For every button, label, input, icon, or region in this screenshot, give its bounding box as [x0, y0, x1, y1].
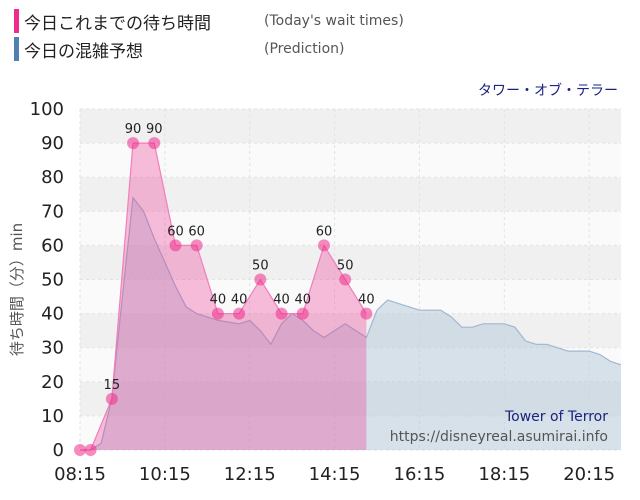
plot-band [80, 109, 621, 144]
today-point [339, 273, 352, 286]
legend-row-prediction: 今日の混雑予想 (Prediction) [14, 36, 344, 62]
prediction-area [80, 197, 621, 450]
legend-row-today: 今日これまでの待ち時間 (Today's wait times) [14, 8, 404, 34]
legend-label-today-en: (Today's wait times) [264, 13, 404, 29]
today-point [169, 239, 182, 252]
legend-label-today: 今日これまでの待ち時間 [24, 13, 211, 34]
watermark-url: https://disneyreal.asumirai.info [390, 429, 608, 445]
today-point [317, 239, 330, 252]
today-point [360, 307, 373, 320]
y-tick-label: 80 [41, 167, 64, 188]
today-point [127, 137, 140, 150]
y-tick-label: 0 [53, 440, 64, 461]
y-tick-label: 70 [41, 201, 64, 222]
today-point [74, 444, 86, 456]
data-label: 40 [358, 293, 375, 308]
y-tick-label: 100 [30, 99, 64, 120]
watermark-attraction: Tower of Terror [504, 409, 608, 425]
x-tick-label: 18:15 [478, 464, 530, 485]
data-label: 60 [316, 224, 333, 239]
today-point [148, 137, 161, 150]
y-tick-label: 90 [41, 133, 64, 154]
x-tick-label: 12:15 [224, 464, 276, 485]
y-tick-label: 50 [41, 270, 64, 291]
y-tick-label: 40 [41, 304, 64, 325]
y-tick-label: 60 [41, 235, 64, 256]
x-tick-label: 20:15 [563, 464, 615, 485]
today-point [211, 307, 224, 320]
legend-swatch-today [14, 9, 19, 33]
x-tick-label: 16:15 [394, 464, 446, 485]
data-label: 50 [337, 259, 354, 274]
data-label: 15 [104, 378, 121, 393]
today-point [296, 307, 309, 320]
today-area [80, 143, 367, 450]
legend-label-prediction: 今日の混雑予想 [24, 41, 143, 62]
data-label: 40 [231, 293, 248, 308]
y-tick-label: 20 [41, 372, 64, 393]
x-tick-label: 14:15 [309, 464, 361, 485]
y-tick-label: 30 [41, 338, 64, 359]
today-point [105, 392, 118, 405]
today-point [233, 307, 246, 320]
data-label: 90 [146, 122, 163, 137]
plot-band [80, 177, 621, 212]
x-tick-label: 10:15 [139, 464, 191, 485]
legend-label-prediction-en: (Prediction) [264, 41, 345, 57]
data-label: 40 [273, 293, 290, 308]
data-label: 60 [188, 224, 205, 239]
today-point [190, 239, 203, 252]
data-label: 50 [252, 259, 269, 274]
y-axis-label: 待ち時間（分）min [8, 223, 26, 356]
x-tick-label: 08:15 [54, 464, 106, 485]
legend-swatch-prediction [14, 37, 19, 61]
data-label: 90 [125, 122, 142, 137]
y-tick-label: 10 [41, 406, 64, 427]
prediction-line [80, 196, 622, 451]
today-point [275, 307, 288, 320]
plot-band [80, 143, 621, 178]
today-point [254, 273, 267, 286]
data-label: 40 [210, 293, 227, 308]
attraction-name: タワー・オブ・テラー [478, 83, 618, 99]
data-label: 40 [294, 293, 311, 308]
today-point [84, 444, 97, 456]
data-label: 60 [167, 224, 184, 239]
